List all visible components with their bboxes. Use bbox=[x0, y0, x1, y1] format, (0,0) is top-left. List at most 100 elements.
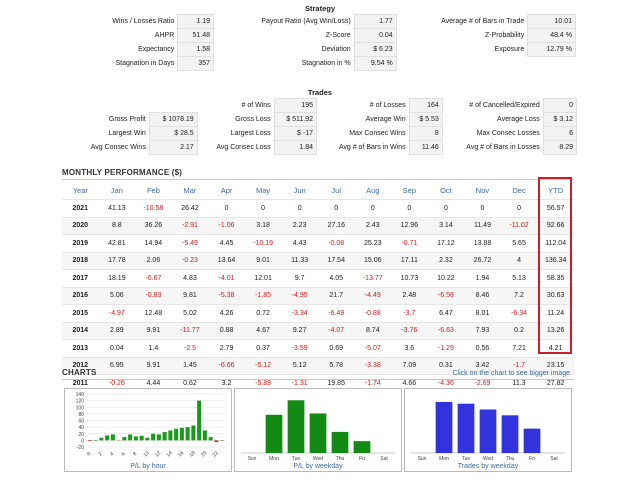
trades-by-weekday-chart[interactable]: Sun Mon Tue Wed Thu Fri Sat bbox=[404, 388, 572, 472]
month-cell: -0.88 bbox=[354, 304, 392, 322]
trades-stat-label: Avg Consec Wins bbox=[90, 144, 146, 151]
x-tick-label: 10 bbox=[143, 450, 151, 458]
weekday-trades-bar bbox=[435, 401, 453, 453]
pl-by-hour-caption[interactable]: P/L by hour bbox=[130, 463, 166, 470]
month-cell: 0.72 bbox=[244, 304, 282, 322]
trades-stat-value: 1.84 bbox=[273, 140, 318, 155]
month-cell: 12.01 bbox=[244, 269, 282, 287]
weekday-trades-bar bbox=[523, 428, 541, 453]
hour-bar bbox=[110, 434, 115, 441]
month-cell: -6.63 bbox=[427, 321, 465, 340]
month-cell: 0.69 bbox=[317, 339, 355, 357]
strategy-stat-label: Stagnation in Days bbox=[115, 60, 175, 67]
table-row: 2017 18.19 -0.67 4.83 -4.01 12.01 9.7 4.05 -13.7… bbox=[62, 269, 574, 287]
column-header-aug: Aug bbox=[366, 186, 380, 195]
weekday-pl-bar bbox=[309, 413, 327, 453]
month-cell: 5.78 bbox=[317, 356, 355, 375]
x-tick-label: Sun bbox=[248, 456, 257, 462]
ytd-cell: 11.24 bbox=[537, 304, 574, 322]
ytd-cell: 92.66 bbox=[537, 216, 574, 235]
trades-stat-value: 6 bbox=[542, 126, 578, 141]
strategy-stat-value: 9.54 % bbox=[353, 56, 397, 71]
hour-bar bbox=[133, 436, 138, 441]
bigger-image-link[interactable]: Click on the chart to see bigger image bbox=[452, 370, 570, 377]
hour-bar bbox=[162, 432, 167, 441]
month-cell: -0.08 bbox=[317, 234, 355, 252]
weekday-trades-bar bbox=[479, 409, 497, 453]
weekday-pl-bar bbox=[265, 414, 283, 453]
month-cell: 17.78 bbox=[98, 251, 136, 270]
pl-by-weekday-caption[interactable]: P/L by weekday bbox=[293, 463, 343, 470]
month-cell: 8.8 bbox=[98, 216, 136, 235]
month-cell: 18.19 bbox=[98, 269, 136, 287]
year-cell: 2016 bbox=[62, 286, 99, 305]
trades-stat-value: 0 bbox=[542, 98, 578, 113]
month-cell: -0.26 bbox=[98, 374, 136, 392]
month-cell: 0 bbox=[354, 199, 392, 217]
table-row: 2014 2.89 9.91 -11.77 0.88 4.67 9.27 -4.07 8.74-… bbox=[62, 321, 574, 340]
strategy-title: Strategy bbox=[304, 4, 335, 13]
month-cell: -10.58 bbox=[135, 199, 172, 217]
ytd-cell: 23.15 bbox=[537, 356, 574, 375]
x-tick-label: 4 bbox=[109, 451, 115, 457]
month-cell: 14.94 bbox=[135, 234, 172, 252]
month-cell: 9.91 bbox=[135, 321, 172, 340]
x-tick-label: 18 bbox=[189, 450, 197, 458]
month-cell: 8.01 bbox=[464, 304, 501, 322]
month-cell: 4.26 bbox=[208, 304, 245, 322]
pl-by-hour-chart[interactable]: 140 120 100 80 60 40 20 0 -20 0 2 4 6 8 10 12 14 16 18 20 22 bbox=[64, 388, 232, 472]
month-cell: -5.49 bbox=[171, 234, 209, 252]
month-cell: 4 bbox=[500, 251, 538, 270]
y-tick-label: -20 bbox=[77, 445, 84, 451]
hour-bar bbox=[122, 437, 127, 441]
month-cell: 4.45 bbox=[208, 234, 245, 252]
strategy-stat-value: 48.4 % bbox=[527, 28, 576, 43]
hour-bar bbox=[128, 434, 133, 441]
month-cell: -4.95 bbox=[281, 286, 318, 305]
year-cell: 2014 bbox=[62, 321, 99, 340]
table-row: 2012 6.95 9.91 1.45 -6.66 -5.12 5.12 5.78 -3.38 7… bbox=[62, 356, 574, 375]
month-cell: -1.85 bbox=[244, 286, 282, 305]
month-cell: -0.71 bbox=[391, 234, 428, 252]
strategy-stat-value: 0.04 bbox=[353, 28, 397, 43]
month-cell: 9.01 bbox=[244, 251, 282, 270]
month-cell: -4.36 bbox=[427, 374, 465, 392]
year-cell: 2015 bbox=[62, 304, 99, 322]
month-cell: 5.13 bbox=[500, 269, 538, 287]
trades-stat-value bbox=[149, 99, 197, 113]
month-cell: 5.65 bbox=[500, 234, 538, 252]
column-header-mar: Mar bbox=[183, 186, 197, 195]
column-header-jul: Jul bbox=[331, 186, 342, 195]
month-cell: -1.74 bbox=[354, 374, 392, 392]
month-cell: 0 bbox=[391, 199, 428, 217]
month-cell: 19.85 bbox=[317, 374, 355, 392]
year-cell: 2013 bbox=[62, 339, 99, 357]
table-row: 2011 -0.26 4.44 0.62 3.2 -5.89 -1.31 19.85 -1.74… bbox=[62, 374, 574, 392]
month-cell: 11.33 bbox=[281, 251, 318, 270]
x-tick-label: 22 bbox=[212, 450, 220, 458]
month-cell: 4.67 bbox=[244, 321, 282, 340]
x-tick-label: 20 bbox=[200, 450, 208, 458]
ytd-cell: 56.57 bbox=[537, 199, 574, 217]
column-header-apr: Apr bbox=[220, 186, 233, 195]
x-tick-label: Mon bbox=[269, 456, 279, 462]
year-cell: 2020 bbox=[62, 216, 99, 235]
trades-stat-label: # of Losses bbox=[369, 102, 406, 109]
month-cell: 15.06 bbox=[354, 251, 392, 270]
month-cell: 26.72 bbox=[464, 251, 501, 270]
month-cell: -3.59 bbox=[281, 339, 318, 357]
month-cell: 11.49 bbox=[464, 216, 501, 235]
trades-table: # of Wins 195 # of Losses 164 # of Cancelled… bbox=[72, 98, 578, 155]
hour-bar bbox=[220, 440, 225, 441]
month-cell: 12.48 bbox=[135, 304, 172, 322]
trades-stat-value: $ 3.12 bbox=[542, 112, 578, 127]
hour-bar bbox=[156, 434, 161, 441]
month-cell: 2.32 bbox=[427, 251, 465, 270]
x-tick-label: 0 bbox=[86, 451, 92, 457]
trades-stat-value: 11.46 bbox=[408, 140, 443, 155]
column-header-year: Year bbox=[72, 186, 88, 195]
trades-stat-value: 2.17 bbox=[148, 140, 198, 155]
month-cell: 7.21 bbox=[500, 339, 538, 357]
pl-by-weekday-chart[interactable]: Sun Mon Tue Wed Thu Fri Sat bbox=[234, 388, 402, 472]
trades-by-weekday-caption[interactable]: Trades by weekday bbox=[457, 463, 519, 470]
